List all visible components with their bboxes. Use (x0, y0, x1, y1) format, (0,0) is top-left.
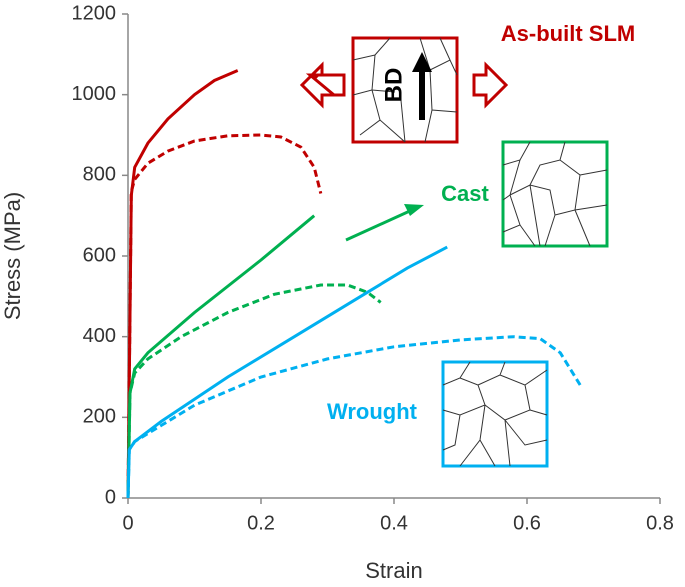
annotation: BD (380, 68, 407, 103)
series-line (126, 133, 323, 499)
series-line (126, 69, 239, 499)
y-tick-label: 1200 (72, 2, 117, 24)
annotation: Cast (441, 181, 489, 206)
series-line (126, 283, 382, 499)
y-tick-label: 800 (83, 164, 116, 186)
y-tick-label: 0 (105, 486, 116, 508)
x-tick-label: 0.4 (380, 512, 408, 534)
slm-inset (299, 36, 509, 144)
cast-inset (345, 140, 609, 248)
x-tick-label: 0.6 (513, 512, 541, 534)
y-axis-label: Stress (MPa) (0, 192, 25, 320)
y-tick-label: 200 (83, 406, 116, 428)
series-line (126, 214, 316, 499)
x-tick-label: 0.8 (646, 512, 674, 534)
wrought-inset (441, 360, 549, 468)
x-tick-label: 0.2 (247, 512, 275, 534)
series-line (126, 245, 448, 499)
annotation: Wrought (327, 399, 418, 424)
y-tick-label: 400 (83, 325, 116, 347)
x-axis-label: Strain (365, 558, 422, 583)
x-tick-label: 0 (122, 512, 133, 534)
y-tick-label: 1000 (72, 83, 117, 105)
series-line (126, 335, 582, 499)
y-tick-label: 600 (83, 244, 116, 266)
annotation: As-built SLM (501, 21, 635, 46)
